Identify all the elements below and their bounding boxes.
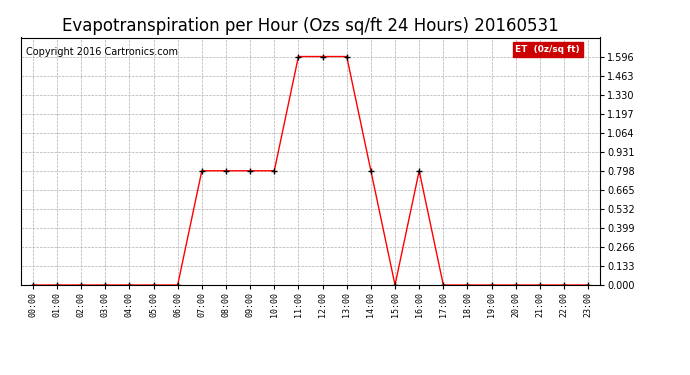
Title: Evapotranspiration per Hour (Ozs sq/ft 24 Hours) 20160531: Evapotranspiration per Hour (Ozs sq/ft 2… bbox=[62, 16, 559, 34]
Text: Copyright 2016 Cartronics.com: Copyright 2016 Cartronics.com bbox=[26, 47, 179, 57]
Text: ET  (0z/sq ft): ET (0z/sq ft) bbox=[515, 45, 580, 54]
